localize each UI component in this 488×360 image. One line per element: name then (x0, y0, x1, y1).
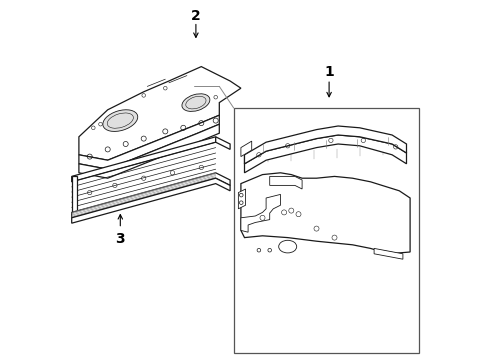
Polygon shape (215, 137, 230, 149)
Polygon shape (244, 135, 406, 173)
Text: 2: 2 (191, 9, 201, 23)
Polygon shape (373, 248, 402, 259)
Polygon shape (72, 173, 230, 218)
Polygon shape (79, 115, 219, 169)
Polygon shape (72, 178, 230, 223)
Polygon shape (79, 67, 241, 160)
Polygon shape (241, 194, 280, 232)
Ellipse shape (102, 110, 138, 131)
Polygon shape (238, 189, 245, 209)
Text: 3: 3 (115, 233, 125, 246)
Polygon shape (269, 176, 302, 189)
Bar (233, 108, 418, 353)
Polygon shape (244, 126, 406, 164)
Polygon shape (241, 173, 409, 254)
Text: 1: 1 (324, 65, 333, 79)
Polygon shape (72, 137, 215, 182)
Polygon shape (72, 176, 77, 212)
Ellipse shape (182, 94, 209, 111)
Polygon shape (241, 141, 251, 157)
Polygon shape (79, 124, 219, 178)
